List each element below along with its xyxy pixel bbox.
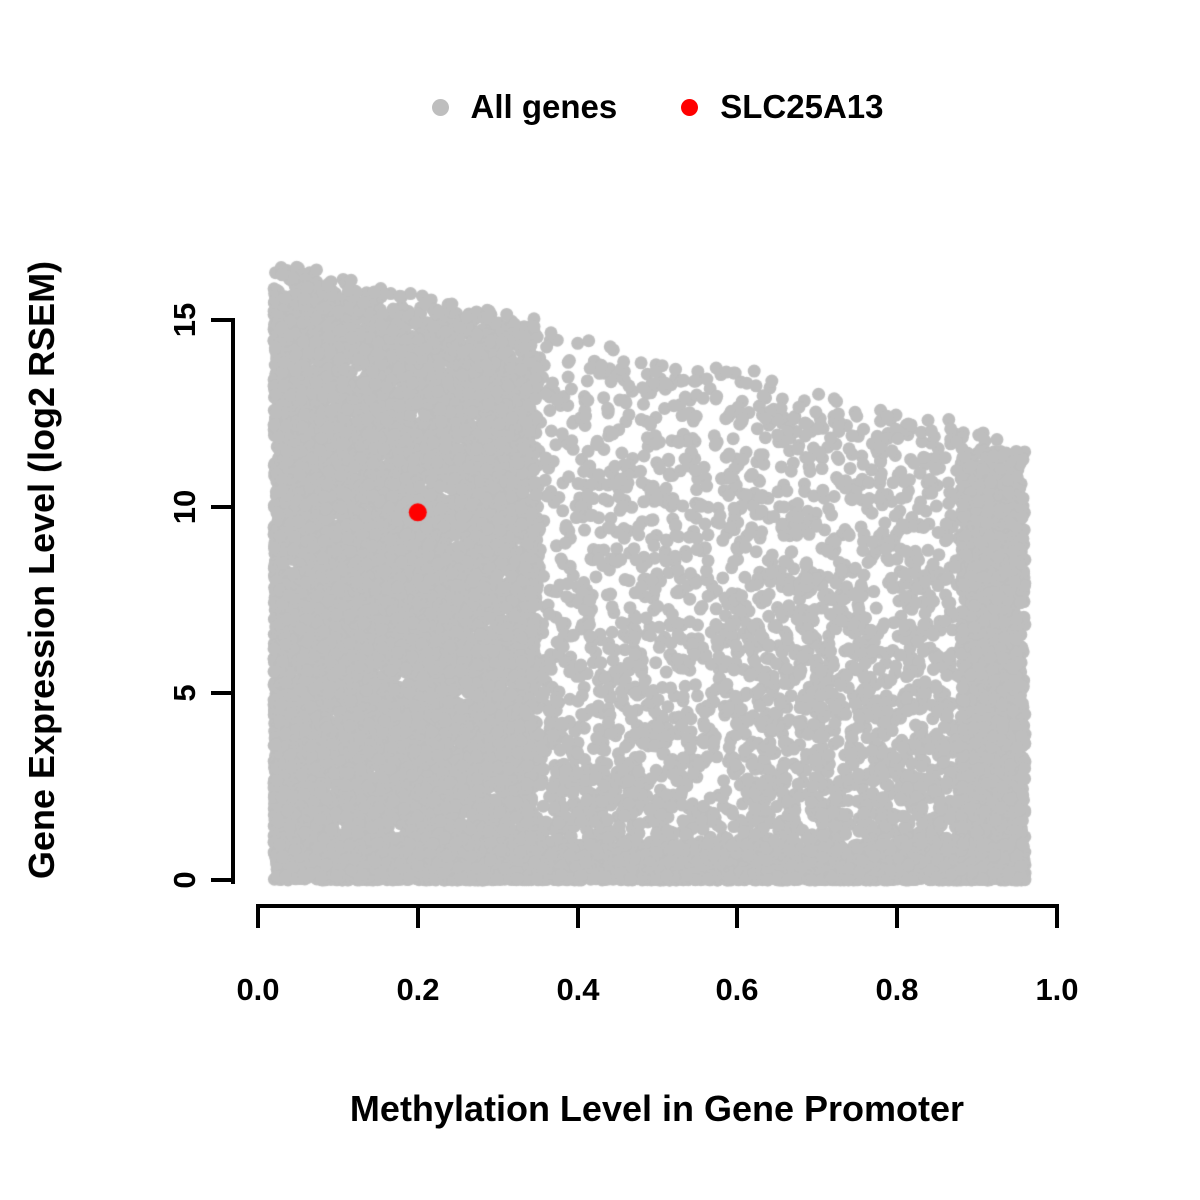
x-tick-label: 0.4 <box>556 972 600 1007</box>
x-axis-line <box>256 904 1059 908</box>
x-tick-0.8 <box>895 908 899 928</box>
x-tick-label: 0.2 <box>396 972 440 1007</box>
x-tick-label: 0.8 <box>875 972 919 1007</box>
y-tick-10 <box>211 505 231 509</box>
y-tick-label: 5 <box>167 684 202 702</box>
legend-label-slc25a13: SLC25A13 <box>720 88 884 125</box>
x-tick-0.2 <box>416 908 420 928</box>
x-tick-0.6 <box>735 908 739 928</box>
all-genes-marker-icon <box>431 98 449 116</box>
legend-item-all-genes: All genes <box>431 88 618 126</box>
x-tick-label: 0.0 <box>236 972 280 1007</box>
y-tick-label: 15 <box>167 302 202 338</box>
y-tick-5 <box>211 691 231 695</box>
legend: All genes SLC25A13 <box>258 88 1057 126</box>
y-tick-0 <box>211 878 231 882</box>
legend-item-slc25a13: SLC25A13 <box>681 88 883 126</box>
x-axis-title: Methylation Level in Gene Promoter <box>349 1088 965 1129</box>
y-tick-label: 0 <box>167 871 202 889</box>
legend-label-all-genes: All genes <box>470 88 618 125</box>
y-axis-title: Gene Expression Level (log2 RSEM) <box>21 260 62 880</box>
slc25a13-marker-icon <box>681 98 699 116</box>
y-tick-label: 10 <box>167 489 202 525</box>
x-tick-0.4 <box>576 908 580 928</box>
x-tick-1.0 <box>1055 908 1059 928</box>
x-tick-label: 0.6 <box>715 972 759 1007</box>
y-tick-15 <box>211 318 231 322</box>
x-tick-0.0 <box>256 908 260 928</box>
y-axis-line <box>231 318 235 884</box>
x-tick-label: 1.0 <box>1035 972 1079 1007</box>
